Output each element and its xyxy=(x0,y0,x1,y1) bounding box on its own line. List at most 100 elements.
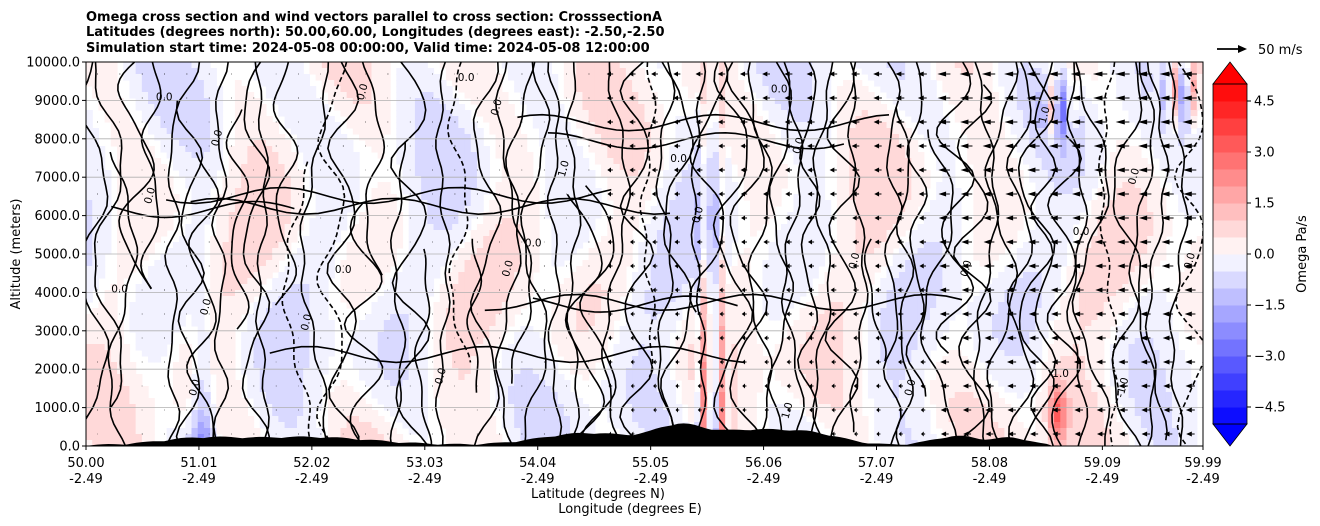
wind-vector-head xyxy=(608,335,611,341)
contour-label: 0.0 xyxy=(355,82,371,101)
wind-vector-head xyxy=(963,431,969,437)
contour-label: 0.0 xyxy=(187,378,203,397)
colorbar-level xyxy=(1213,169,1247,187)
wind-vector-head xyxy=(762,167,768,173)
wind-vector-head xyxy=(1026,71,1036,77)
wind-vector-head xyxy=(829,143,835,149)
wind-vector-head xyxy=(674,191,679,197)
wind-vector-head xyxy=(629,239,634,245)
wind-vector-head xyxy=(939,311,947,317)
wind-vector-head xyxy=(829,191,835,197)
wind-vector-head xyxy=(1093,143,1103,149)
wind-vector-head xyxy=(695,119,701,125)
wind-vector-head xyxy=(962,407,969,413)
wind-vector-head xyxy=(1007,431,1014,437)
colorbar-level xyxy=(1213,373,1247,391)
wind-vector-head xyxy=(830,311,835,317)
wind-vector-head xyxy=(1027,215,1036,221)
wind-vector-head xyxy=(853,407,857,413)
contour-label: 0.0 xyxy=(1182,251,1198,270)
contour-labels: 0.0 0.0 0.0 0.0 0.0 0.0 0.0 0.0 0.0 0.0 0.0 1.0 0.0 0… xyxy=(111,62,1198,420)
x-tick-label-lon: -2.49 xyxy=(634,472,668,487)
x-tick-label-lon: -2.49 xyxy=(182,472,216,487)
wind-vector-head xyxy=(1184,311,1192,317)
wind-vector-head xyxy=(983,191,991,197)
wind-vector-head xyxy=(651,143,656,149)
wind-vector-head xyxy=(786,383,790,389)
wind-vector-head xyxy=(940,383,947,389)
wind-vector-head xyxy=(939,287,947,293)
x-tick-label-lon: -2.49 xyxy=(1186,472,1220,487)
wind-vector-head xyxy=(630,287,634,293)
wind-vector-head xyxy=(937,119,947,125)
colorbar-level xyxy=(1213,203,1247,221)
wind-vector-head xyxy=(675,335,679,341)
wind-vector-head xyxy=(938,143,947,149)
wind-vector-head xyxy=(1048,119,1058,125)
wind-vector-head xyxy=(851,167,857,173)
wind-vector-head xyxy=(807,191,813,197)
wind-vector-head xyxy=(763,215,768,221)
x-axis: 50.00-2.4951.01-2.4952.02-2.4953.03-2.49… xyxy=(67,446,1222,487)
wind-vector-head xyxy=(1029,335,1036,341)
wind-vector-head xyxy=(673,71,679,77)
x-tick-label-lon: -2.49 xyxy=(747,472,781,487)
wind-vector-head xyxy=(786,311,790,317)
wind-vector-head xyxy=(608,383,611,389)
colorbar-level xyxy=(1213,305,1247,323)
wind-vector-head xyxy=(1139,263,1148,269)
wind-vector-head xyxy=(763,263,768,269)
wind-vector-head xyxy=(896,143,902,149)
wind-vector-head xyxy=(876,431,880,437)
wind-vector-head xyxy=(1005,191,1014,197)
contour-label: 0.0 xyxy=(1126,167,1142,186)
wind-vector-head xyxy=(652,215,656,221)
wind-vector-head xyxy=(961,263,969,269)
wind-vector-head xyxy=(1183,215,1192,221)
wind-vector-head xyxy=(675,383,679,389)
wind-vector-head xyxy=(1138,167,1148,173)
wind-reference-key: 50 m/s xyxy=(1217,43,1303,58)
wind-vector-head xyxy=(1029,407,1036,413)
wind-vector-head xyxy=(629,95,634,101)
wind-vector-head xyxy=(981,71,991,77)
wind-vector-head xyxy=(1137,95,1148,101)
wind-vector-head xyxy=(874,215,880,221)
wind-vector-head xyxy=(718,191,723,197)
wind-vector-head xyxy=(1004,143,1014,149)
wind-vector-head xyxy=(740,119,746,125)
wind-vector-head xyxy=(1005,167,1014,173)
wind-vector-head xyxy=(985,383,991,389)
wind-vector-head xyxy=(1071,167,1081,173)
wind-vector-head xyxy=(1027,143,1036,149)
wind-vector-head xyxy=(984,335,991,341)
wind-vector-head xyxy=(919,287,924,293)
wind-vector-head xyxy=(852,287,857,293)
x-tick-label-lon: -2.49 xyxy=(69,472,103,487)
wind-vector-head xyxy=(898,431,902,437)
wind-vector-head xyxy=(763,311,768,317)
wind-vector-head xyxy=(874,263,880,269)
wind-vector-head xyxy=(919,239,924,245)
wind-vector-head xyxy=(937,95,947,101)
wind-vector-head xyxy=(898,383,902,389)
wind-vector-head xyxy=(828,95,835,101)
wind-vector-head xyxy=(806,95,813,101)
contour-label: -1.0 xyxy=(1049,368,1070,380)
wind-vector-head xyxy=(1184,287,1192,293)
plot-area: 0.0 0.0 0.0 0.0 0.0 0.0 0.0 0.0 0.0 0.0 0.0 1.0 0.0 0… xyxy=(85,61,1204,447)
wind-vector-head xyxy=(762,119,768,125)
wind-vector-head xyxy=(1186,431,1192,437)
wind-vector-head xyxy=(1007,407,1014,413)
wind-vector-head xyxy=(917,95,924,101)
wind-vector-head xyxy=(1005,215,1014,221)
wind-vector-head xyxy=(674,215,679,221)
wind-vector-head xyxy=(1006,335,1014,341)
wind-vector-head xyxy=(785,191,790,197)
wind-vector-head xyxy=(829,167,835,173)
wind-vector-head xyxy=(806,71,813,77)
wind-vector-head xyxy=(1074,383,1081,389)
wind-vector-head xyxy=(1140,311,1148,317)
wind-vector-head xyxy=(1094,191,1103,197)
wind-vector-head xyxy=(1139,287,1148,293)
